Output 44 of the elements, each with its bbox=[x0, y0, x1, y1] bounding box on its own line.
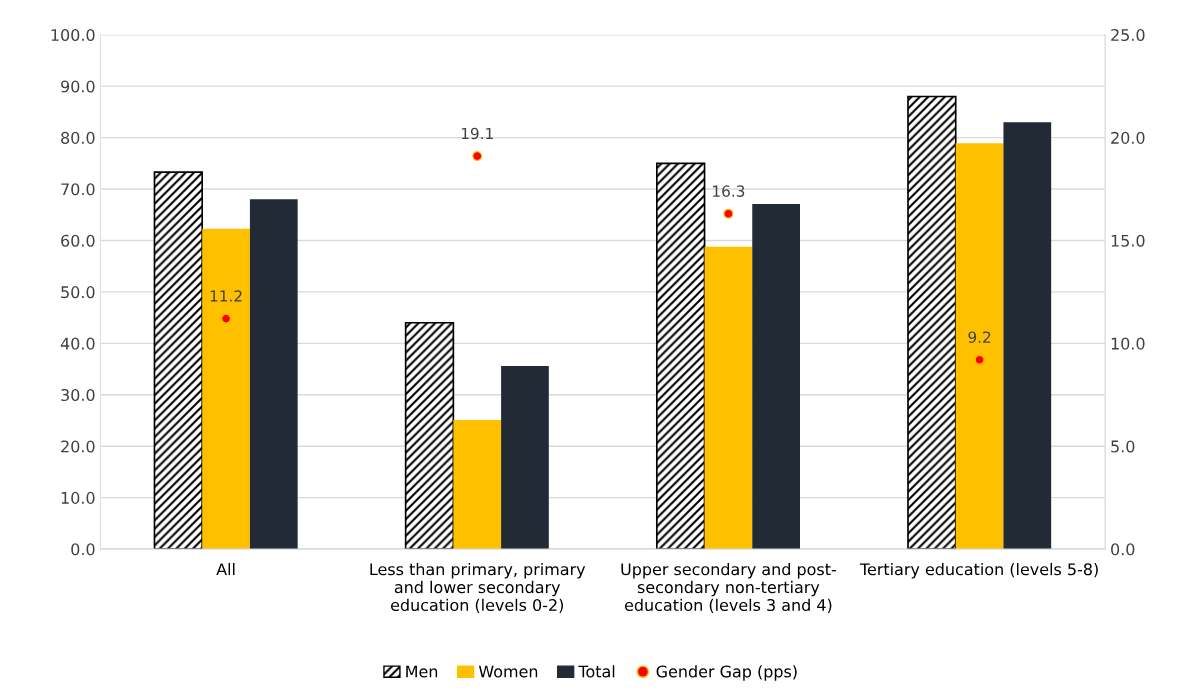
y2-tick-label: 10.0 bbox=[1111, 337, 1145, 350]
bar bbox=[453, 419, 502, 550]
legend-label: Women bbox=[478, 665, 538, 678]
y-tick-label: 60.0 bbox=[61, 234, 95, 247]
bar bbox=[153, 171, 204, 550]
bar bbox=[501, 365, 549, 550]
data-label: 9.2 bbox=[968, 331, 991, 343]
bar bbox=[907, 95, 957, 550]
bar bbox=[704, 246, 753, 550]
point bbox=[723, 208, 734, 219]
y-tick-label: 0.0 bbox=[71, 543, 95, 556]
legend-label: Total bbox=[578, 665, 615, 678]
legend-label: Gender Gap (pps) bbox=[656, 665, 797, 681]
data-label: 11.2 bbox=[210, 290, 242, 302]
y-tick-label: 80.0 bbox=[61, 131, 95, 144]
bar bbox=[655, 162, 706, 550]
bar bbox=[752, 203, 800, 550]
x-tick-label: Less than primary, primary and lower secondary education (levels 0-2) bbox=[370, 562, 586, 613]
bar bbox=[202, 228, 250, 550]
bar bbox=[955, 143, 1004, 550]
bar bbox=[249, 199, 298, 550]
y2-tick-label: 25.0 bbox=[1111, 28, 1145, 42]
y-tick-label: 50.0 bbox=[61, 286, 95, 299]
x-tick-label: Tertiary education (levels 5-8) bbox=[859, 562, 1098, 579]
x-tick-label: All bbox=[216, 562, 235, 576]
point bbox=[221, 313, 232, 324]
y2-tick-label: 15.0 bbox=[1111, 234, 1145, 247]
y-tick-label: 90.0 bbox=[61, 80, 95, 93]
y-tick-label: 10.0 bbox=[61, 491, 95, 504]
y-tick-label: 70.0 bbox=[61, 183, 95, 196]
y-tick-label: 30.0 bbox=[61, 388, 95, 402]
point bbox=[472, 151, 483, 162]
bar bbox=[404, 321, 455, 550]
legend-label: Men bbox=[406, 665, 438, 678]
y-tick-label: 40.0 bbox=[60, 337, 95, 350]
x-tick-label: Upper secondary and post- secondary non-tertiary education (levels 3 and 4) bbox=[621, 562, 836, 613]
y-tick-label: 20.0 bbox=[61, 440, 95, 453]
bar bbox=[1003, 122, 1052, 550]
y2-tick-label: 0.0 bbox=[1111, 543, 1135, 556]
data-label: 16.3 bbox=[713, 185, 745, 197]
data-label: 19.1 bbox=[461, 127, 493, 140]
y2-tick-label: 20.0 bbox=[1111, 131, 1145, 144]
y2-tick-label: 5.0 bbox=[1111, 440, 1135, 453]
y-tick-label: 100.0 bbox=[51, 28, 95, 42]
